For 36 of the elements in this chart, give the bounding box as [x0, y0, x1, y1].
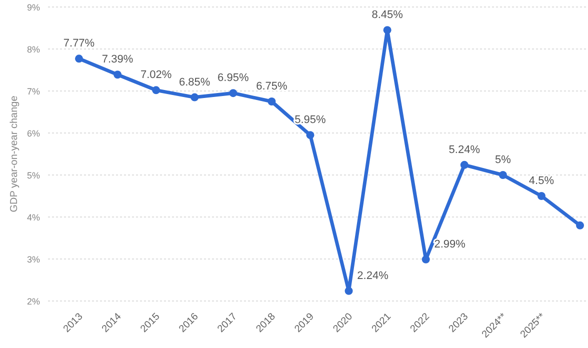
- point: [229, 89, 238, 98]
- data-label: 6.95%: [218, 72, 249, 84]
- point: [576, 221, 584, 230]
- data-label: 5%: [494, 154, 512, 166]
- point: [344, 286, 353, 295]
- y-tick-label: 3%: [26, 254, 40, 264]
- data-label: 2.99%: [434, 238, 466, 250]
- data-label: 7.77%: [63, 38, 95, 50]
- point: [306, 131, 314, 140]
- point: [422, 255, 430, 264]
- data-label: 7.39%: [102, 54, 134, 66]
- y-tick-label: 9%: [26, 2, 40, 12]
- point: [268, 98, 276, 106]
- y-tick-label: 8%: [26, 44, 40, 54]
- y-tick-label: 6%: [26, 128, 40, 138]
- point: [537, 192, 546, 200]
- data-label: 8.45%: [372, 9, 404, 22]
- point: [383, 26, 392, 34]
- point: [190, 93, 199, 102]
- point: [114, 70, 122, 79]
- data-label: 7.02%: [140, 69, 172, 82]
- y-tick-label: 7%: [26, 86, 40, 96]
- y-axis-title: GDP year-on-year change: [9, 95, 20, 212]
- data-label: 5.95%: [294, 114, 326, 126]
- point: [75, 54, 83, 63]
- y-tick-label: 2%: [26, 296, 40, 306]
- data-label: 6.85%: [179, 76, 210, 88]
- point: [460, 160, 468, 169]
- y-tick-label: 4%: [26, 212, 40, 222]
- data-label: 6.75%: [256, 80, 288, 92]
- point: [152, 86, 160, 94]
- point: [498, 171, 507, 179]
- data-label: 2.24%: [357, 270, 389, 282]
- data-label: 4.5%: [528, 175, 554, 187]
- y-tick-label: 5%: [26, 170, 40, 180]
- data-label: 5.24%: [448, 144, 480, 156]
